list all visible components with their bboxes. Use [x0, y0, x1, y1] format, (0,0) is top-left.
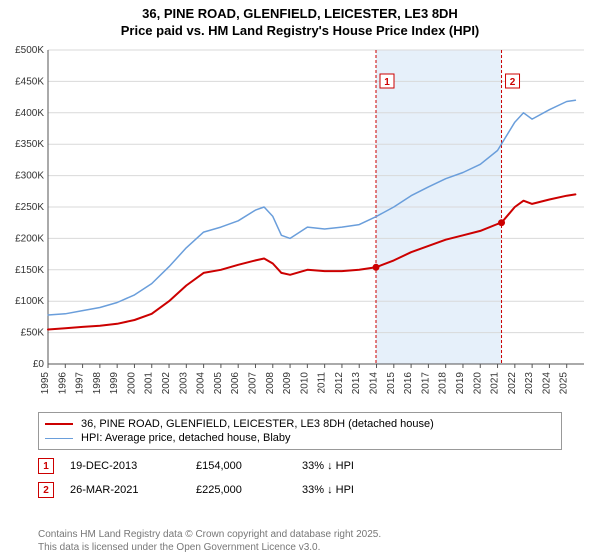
- svg-text:£150K: £150K: [15, 265, 44, 276]
- title-line-2: Price paid vs. HM Land Registry's House …: [0, 23, 600, 40]
- chart-area: £0 £50K £100K £150K £200K £250K £300K £350K £400…: [8, 44, 592, 406]
- svg-text:£200K: £200K: [15, 233, 44, 244]
- svg-text:1995: 1995: [40, 372, 51, 395]
- marker-date: 26-MAR-2021: [70, 484, 180, 496]
- svg-text:2011: 2011: [317, 372, 328, 394]
- svg-text:1999: 1999: [109, 372, 120, 395]
- legend-label-hpi: HPI: Average price, detached house, Blab…: [81, 432, 291, 444]
- svg-text:1997: 1997: [75, 372, 86, 395]
- svg-text:1998: 1998: [92, 372, 103, 395]
- svg-text:£350K: £350K: [15, 139, 44, 150]
- svg-text:2025: 2025: [559, 372, 570, 395]
- svg-text:2013: 2013: [351, 372, 362, 395]
- svg-text:£50K: £50K: [21, 328, 45, 339]
- svg-text:2014: 2014: [369, 372, 380, 395]
- svg-text:2008: 2008: [265, 372, 276, 395]
- svg-text:2018: 2018: [438, 372, 449, 395]
- marker-badge: 1: [38, 458, 54, 474]
- svg-text:2002: 2002: [161, 372, 172, 395]
- legend-label-price: 36, PINE ROAD, GLENFIELD, LEICESTER, LE3…: [81, 418, 434, 430]
- legend-row: HPI: Average price, detached house, Blab…: [45, 431, 555, 445]
- svg-text:2000: 2000: [126, 372, 137, 395]
- line-chart-svg: £0 £50K £100K £150K £200K £250K £300K £350K £400…: [8, 44, 592, 406]
- svg-text:£250K: £250K: [15, 202, 44, 213]
- svg-text:£500K: £500K: [15, 45, 44, 56]
- attribution-line-2: This data is licensed under the Open Gov…: [38, 542, 381, 555]
- svg-text:2: 2: [510, 77, 516, 88]
- marker-date: 19-DEC-2013: [70, 460, 180, 472]
- svg-text:2005: 2005: [213, 372, 224, 395]
- attribution-line-1: Contains HM Land Registry data © Crown c…: [38, 529, 381, 542]
- svg-text:2019: 2019: [455, 372, 466, 395]
- legend-row: 36, PINE ROAD, GLENFIELD, LEICESTER, LE3…: [45, 417, 555, 431]
- svg-text:2023: 2023: [524, 372, 535, 395]
- svg-text:1996: 1996: [57, 372, 68, 395]
- svg-text:£300K: £300K: [15, 171, 44, 182]
- svg-text:2009: 2009: [282, 372, 293, 395]
- svg-text:2015: 2015: [386, 372, 397, 395]
- svg-text:1: 1: [384, 77, 390, 88]
- svg-text:2020: 2020: [472, 372, 483, 395]
- marker-delta: 33% ↓ HPI: [302, 460, 412, 472]
- svg-text:2003: 2003: [178, 372, 189, 395]
- title-line-1: 36, PINE ROAD, GLENFIELD, LEICESTER, LE3…: [0, 6, 600, 23]
- svg-text:2012: 2012: [334, 372, 345, 395]
- sale-markers-table: 1 19-DEC-2013 £154,000 33% ↓ HPI 2 26-MA…: [38, 454, 562, 502]
- legend-swatch-price: [45, 423, 73, 425]
- svg-text:2010: 2010: [299, 372, 310, 395]
- svg-text:2006: 2006: [230, 372, 241, 395]
- svg-text:2024: 2024: [541, 372, 552, 395]
- svg-text:2021: 2021: [490, 372, 501, 395]
- svg-text:£450K: £450K: [15, 76, 44, 87]
- attribution: Contains HM Land Registry data © Crown c…: [38, 529, 381, 554]
- marker-price: £154,000: [196, 460, 286, 472]
- svg-text:2001: 2001: [144, 372, 155, 395]
- legend-swatch-hpi: [45, 438, 73, 439]
- svg-text:£400K: £400K: [15, 108, 44, 119]
- svg-text:2017: 2017: [420, 372, 431, 395]
- svg-text:2022: 2022: [507, 372, 518, 395]
- legend-box: 36, PINE ROAD, GLENFIELD, LEICESTER, LE3…: [38, 412, 562, 450]
- chart-title-block: 36, PINE ROAD, GLENFIELD, LEICESTER, LE3…: [0, 0, 600, 42]
- marker-badge: 2: [38, 482, 54, 498]
- marker-delta: 33% ↓ HPI: [302, 484, 412, 496]
- svg-text:£100K: £100K: [15, 296, 44, 307]
- sale-marker-row: 1 19-DEC-2013 £154,000 33% ↓ HPI: [38, 454, 562, 478]
- svg-text:2004: 2004: [196, 372, 207, 395]
- svg-text:£0: £0: [33, 359, 45, 370]
- svg-text:2007: 2007: [247, 372, 258, 395]
- sale-marker-row: 2 26-MAR-2021 £225,000 33% ↓ HPI: [38, 478, 562, 502]
- svg-text:2016: 2016: [403, 372, 414, 395]
- marker-price: £225,000: [196, 484, 286, 496]
